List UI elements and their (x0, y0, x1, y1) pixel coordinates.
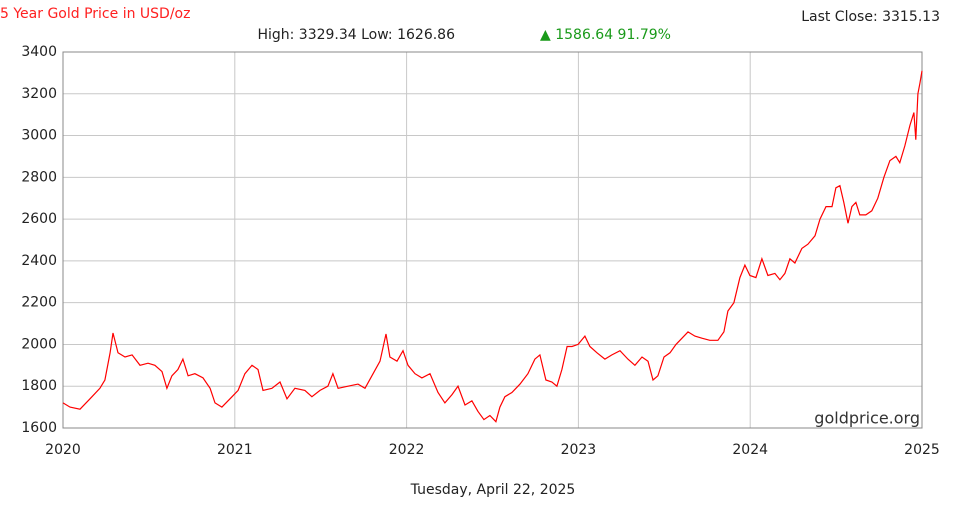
y-tick-label: 3000 (21, 128, 57, 144)
x-tick-label: 2021 (217, 442, 253, 458)
x-tick-label: 2024 (732, 442, 768, 458)
x-tick-label: 2020 (45, 442, 81, 458)
last-close: Last Close: 3315.13 (801, 9, 940, 25)
price-line (62, 70, 923, 423)
chart-title: 5 Year Gold Price in USD/oz (0, 6, 190, 22)
y-tick-label: 2200 (21, 295, 57, 311)
watermark: goldprice.org (814, 409, 920, 428)
y-tick-label: 2600 (21, 211, 57, 227)
x-tick-label: 2023 (561, 442, 597, 458)
price-change: ▲ 1586.64 91.79% (540, 27, 671, 43)
plot-border (62, 51, 923, 429)
x-tick-label: 2025 (904, 442, 940, 458)
y-tick-label: 2800 (21, 169, 57, 185)
y-tick-label: 1800 (21, 378, 57, 394)
x-axis-label: Tuesday, April 22, 2025 (410, 482, 576, 498)
y-tick-label: 1600 (21, 420, 57, 436)
y-tick-label: 2000 (21, 336, 57, 352)
y-tick-label: 2400 (21, 253, 57, 269)
y-tick-label: 3200 (21, 86, 57, 102)
price-stats: High: 3329.34 Low: 1626.86 (257, 27, 455, 43)
x-tick-label: 2022 (389, 442, 425, 458)
y-tick-label: 3400 (21, 44, 57, 60)
